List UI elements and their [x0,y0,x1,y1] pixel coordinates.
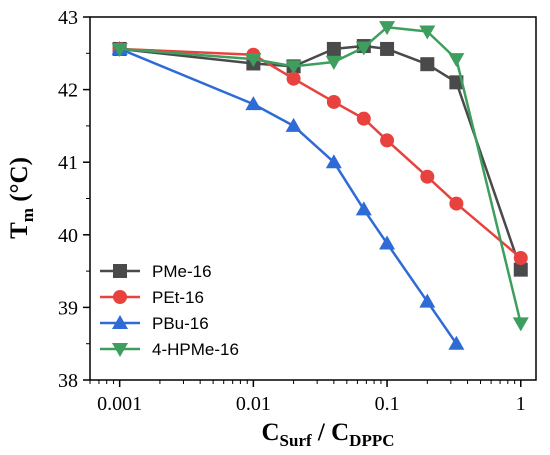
series-PEt-16 [112,41,528,266]
data-point [512,317,529,332]
data-point [326,41,341,56]
legend-item: PEt-16 [100,288,204,307]
legend-marker [113,290,127,304]
x-axis-title-main: C [261,419,279,446]
data-point [326,94,341,109]
data-point [379,21,396,36]
y-axis-title-main: T [6,222,33,239]
data-point [419,293,436,308]
data-point [355,41,372,56]
legend-label: 4-HPMe-16 [152,340,239,359]
data-point [355,201,372,216]
series-line [119,47,458,345]
data-point [380,41,395,56]
data-point [513,251,528,266]
data-point [245,53,262,68]
data-point [325,154,342,169]
legend-label: PBu-16 [152,314,209,333]
legend-marker [112,315,128,329]
data-point [380,133,395,148]
y-tick-label: 42 [58,80,78,102]
legend-marker [113,264,127,278]
y-tick-label: 41 [58,152,78,174]
data-point [286,71,301,86]
y-axis-title-unit: (°C) [6,157,33,208]
y-tick-label: 43 [58,7,78,29]
data-point [419,25,436,40]
data-point [513,262,528,277]
legend-item: PBu-16 [100,314,209,333]
data-point [285,117,302,132]
y-tick-label: 38 [58,370,78,392]
y-axis-title: Tm (°C) [6,157,37,239]
tick-labels: 0.001 0.01 0.1 1 38 39 40 41 42 43 [58,7,526,415]
y-tick-label: 39 [58,297,78,319]
y-axis-title-sub: m [18,208,37,222]
legend-label: PMe-16 [152,262,212,281]
data-point [356,111,371,126]
legend-marker [112,343,128,357]
series-4-HPMe-16 [111,21,529,332]
data-point [449,196,464,211]
data-point [111,42,128,57]
series-PBu-16 [111,40,465,350]
legend-item: PMe-16 [100,262,212,281]
data-point [448,335,465,350]
data-point [420,57,435,72]
x-tick-label: 0.01 [236,393,271,415]
data-point [420,169,435,184]
series-PMe-16 [112,39,528,277]
x-axis-title: CSurf / CDPPC [261,419,394,450]
plot-frame [89,16,537,381]
legend-label: PEt-16 [152,288,204,307]
x-tick-label: 0.001 [97,393,142,415]
data-point [325,56,342,71]
data-point [448,53,465,68]
legend: PMe-16 PEt-16 PBu-16 4-HPMe-16 [100,262,239,359]
x-tick-label: 0.1 [375,393,400,415]
y-tick-label: 40 [58,225,78,247]
data-point [449,75,464,90]
data-point [379,235,396,250]
data-point [285,60,302,75]
legend-item: 4-HPMe-16 [100,340,239,359]
series-layer [111,21,529,350]
data-point [245,96,262,111]
x-axis-title-sub1: Surf [280,431,312,450]
x-axis-title-sep: / C [312,419,350,446]
x-tick-label: 1 [516,393,526,415]
x-axis-title-sub2: DPPC [349,431,394,450]
